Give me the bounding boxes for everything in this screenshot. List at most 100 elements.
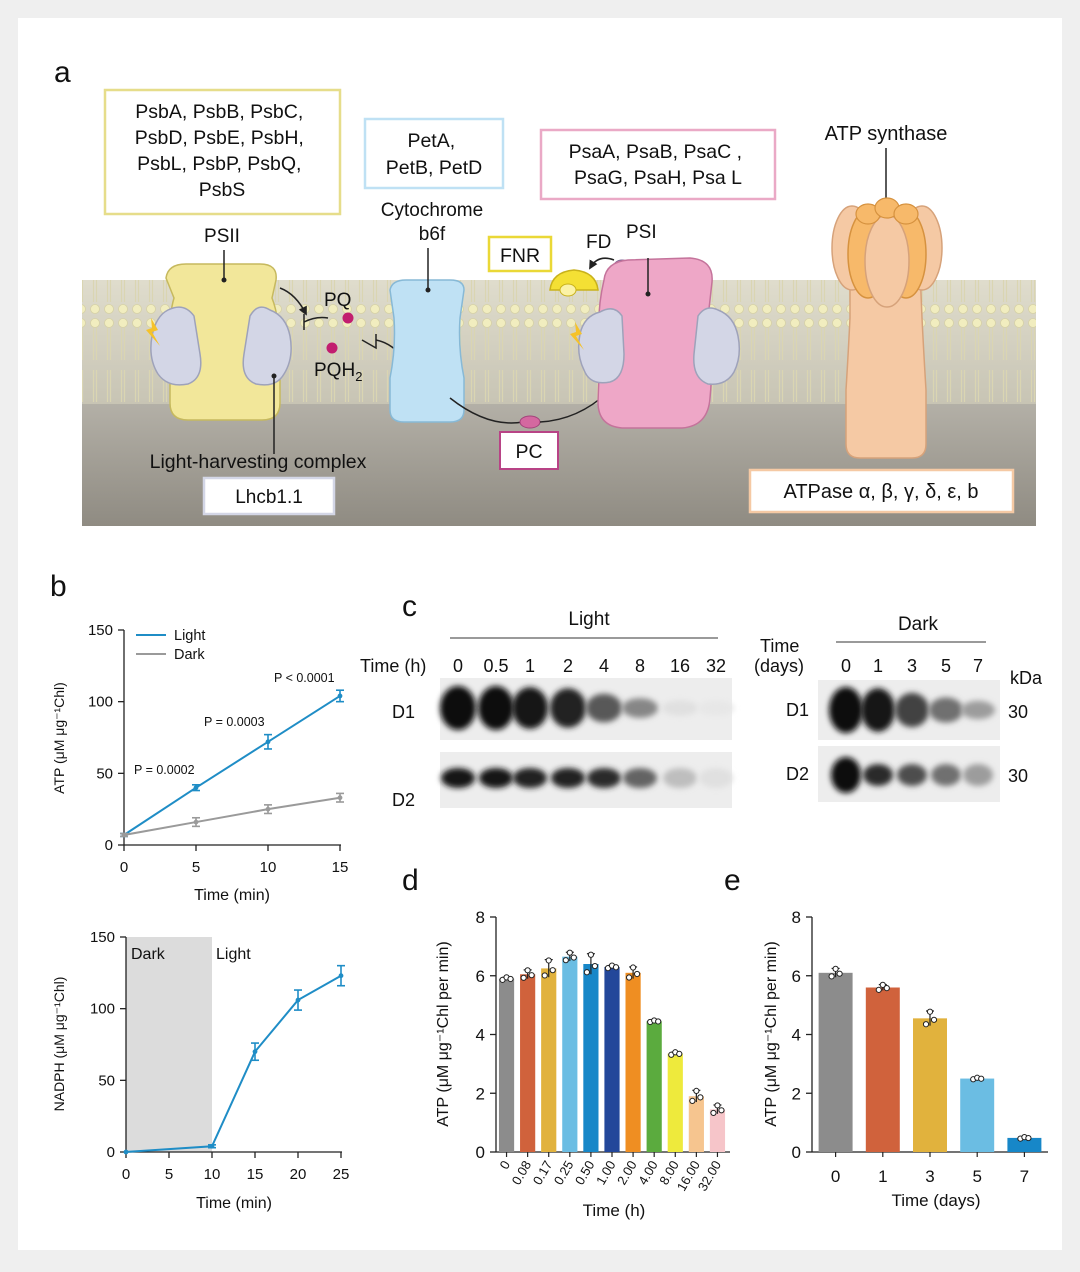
- blot-band: [513, 768, 547, 788]
- data-point: [337, 795, 343, 801]
- dark-d1-row-label: D1: [786, 700, 809, 720]
- y-tick-label: 4: [476, 1026, 485, 1045]
- bar-1: [865, 987, 900, 1152]
- data-point: [252, 1049, 258, 1055]
- bar-5: [960, 1078, 995, 1152]
- x-tick-label: 15: [247, 1166, 264, 1183]
- blot-band: [831, 757, 861, 793]
- blot-band: [662, 700, 698, 716]
- legend-light-label: Light: [174, 628, 205, 644]
- replicate-point: [655, 1018, 662, 1025]
- replicate-point: [612, 964, 620, 971]
- replicate-point: [710, 1109, 717, 1117]
- y-tick-label: 8: [792, 908, 801, 927]
- bar-0.50: [583, 964, 599, 1152]
- y-tick-label: 2: [792, 1084, 801, 1103]
- bar-3: [913, 1018, 947, 1152]
- y-tick-label: 50: [98, 1072, 115, 1089]
- nadph-y-axis-label: NADPH (μM μg⁻¹Chl): [51, 977, 67, 1112]
- bar-8.00: [667, 1053, 683, 1152]
- time-h-label: Time (h): [360, 656, 426, 676]
- replicate-point: [922, 1021, 930, 1028]
- pqh2-molecule: [326, 342, 338, 354]
- bar-32.00: [709, 1109, 726, 1152]
- light-period-label: Light: [216, 946, 251, 963]
- replicate-point: [879, 981, 886, 988]
- replicate-point: [832, 965, 839, 972]
- replicate-point: [693, 1087, 700, 1095]
- blot-band: [587, 768, 621, 788]
- kda-value-d2: 30: [1008, 766, 1028, 786]
- x-tick-label: 0.50: [572, 1158, 598, 1187]
- light-d1-row-label: D1: [392, 702, 415, 722]
- atp-line-chart: 0 50 100 150 0 5 10 15 ATP (μM μg⁻¹Chl) Time (…: [51, 622, 348, 904]
- data-point: [338, 973, 344, 979]
- figure-card: a PsbA, PsbB, PsbC, PsbD, PsbE, PsbH, Ps…: [18, 18, 1062, 1250]
- dark-time-label: 7: [973, 656, 983, 676]
- d-x-axis-label: Time (h): [583, 1201, 646, 1220]
- replicate-point: [562, 957, 569, 964]
- panel-a-label: a: [54, 56, 71, 89]
- psii-proteins-box: [103, 88, 342, 216]
- dark-time-label: 0: [841, 656, 851, 676]
- y-tick-label: 8: [476, 908, 485, 927]
- dark-d2-row-label: D2: [786, 764, 809, 784]
- blot-band: [441, 768, 475, 788]
- blot-band: [829, 687, 863, 733]
- kda-value-d1: 30: [1008, 702, 1028, 722]
- data-point: [193, 785, 199, 791]
- dark-period-label: Dark: [131, 946, 166, 963]
- bar-16.00: [688, 1096, 704, 1152]
- panel-c-label: c: [402, 590, 417, 623]
- blot-band: [929, 697, 963, 723]
- blot-band: [931, 764, 961, 786]
- blot-band: [623, 768, 657, 788]
- atp-y-axis-label: ATP (μM μg⁻¹Chl): [51, 682, 67, 794]
- atp-synthase-stalk: [845, 267, 927, 459]
- replicate-point: [633, 970, 641, 978]
- blot-band: [897, 764, 927, 786]
- blot-band: [478, 686, 514, 730]
- atp-synthase-head: [864, 214, 910, 308]
- annotation-p-5min: P = 0.0002: [134, 763, 195, 777]
- light-time-label: 32: [706, 656, 726, 676]
- x-tick-label: 2.00: [614, 1158, 640, 1187]
- y-tick-label: 150: [88, 622, 113, 639]
- replicate-point: [930, 1016, 938, 1023]
- cytb6f-label-2: b6f: [419, 224, 446, 245]
- replicate-point: [549, 967, 556, 974]
- y-tick-label: 6: [476, 967, 485, 986]
- y-tick-label: 150: [90, 929, 115, 946]
- data-point: [193, 819, 199, 825]
- data-point: [123, 1149, 129, 1155]
- annotation-p-10min: P = 0.0003: [204, 715, 265, 729]
- panel-b-label: b: [50, 570, 67, 603]
- blot-band: [586, 693, 622, 723]
- fnr-box: [487, 235, 553, 273]
- x-tick-label: 5: [192, 859, 200, 876]
- y-tick-label: 4: [792, 1026, 801, 1045]
- y-tick-label: 50: [96, 765, 113, 782]
- bar-0.17: [541, 968, 557, 1152]
- kda-label: kDa: [1010, 668, 1043, 688]
- cytb6f-label-1: Cytochrome: [381, 200, 483, 221]
- blot-band: [622, 698, 658, 718]
- pq-molecule: [342, 312, 354, 324]
- lhc-left-lobe: [150, 306, 202, 386]
- light-time-label: 2: [563, 656, 573, 676]
- pc-box: [499, 431, 559, 470]
- e-x-axis-label: Time (days): [891, 1191, 980, 1210]
- atpase-proteins-text: ATPase α, β, γ, δ, ε, b: [783, 481, 978, 503]
- replicate-point: [541, 972, 548, 979]
- light-bolt-icon: [146, 318, 160, 346]
- blot-band: [512, 687, 548, 729]
- x-tick-label: 4.00: [635, 1158, 661, 1187]
- nadph-x-axis-label: Time (min): [196, 1195, 272, 1212]
- figure-canvas: a PsbA, PsbB, PsbC, PsbD, PsbE, PsbH, Ps…: [50, 56, 1048, 1220]
- blot-band: [699, 768, 733, 788]
- blot-band: [550, 688, 586, 728]
- y-tick-label: 0: [105, 837, 113, 854]
- atpase-proteins-box: [748, 468, 1015, 514]
- replicate-point: [507, 975, 514, 983]
